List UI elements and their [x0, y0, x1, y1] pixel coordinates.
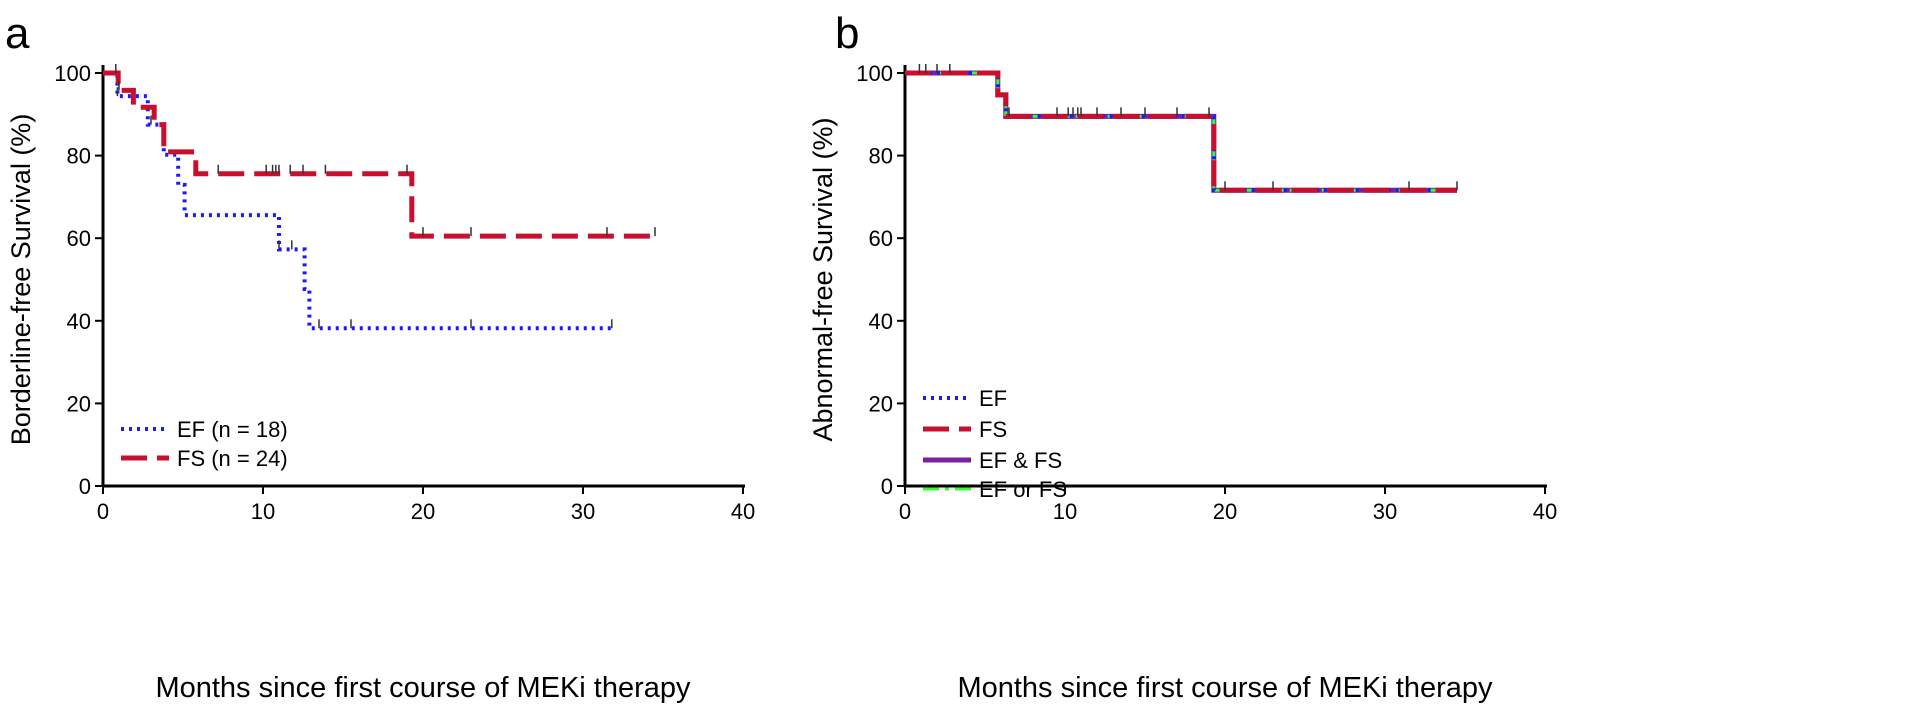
y-tick-label: 100	[54, 61, 91, 86]
legend-label: FS (n = 24)	[177, 446, 288, 471]
legend-label: EF	[979, 386, 1007, 411]
x-tick-label: 0	[97, 499, 109, 524]
y-axis-label: Borderline-free Survival (%)	[6, 114, 36, 446]
y-tick-label: 60	[869, 226, 893, 251]
panel-label: a	[5, 9, 30, 58]
panel-label: b	[835, 9, 859, 58]
legend-label: FS	[979, 417, 1007, 442]
x-tick-label: 0	[899, 499, 911, 524]
x-tick-label: 30	[571, 499, 595, 524]
x-tick-label: 40	[731, 499, 755, 524]
y-axis-label: Abnormal-free Survival (%)	[808, 117, 838, 441]
series-line-fs	[905, 70, 1457, 193]
x-tick-label: 20	[411, 499, 435, 524]
x-tick-label: 30	[1373, 499, 1397, 524]
y-tick-label: 80	[869, 144, 893, 169]
y-tick-label: 20	[67, 391, 91, 416]
y-tick-label: 0	[881, 474, 893, 499]
series-line-fs	[103, 70, 655, 239]
series-line-ef	[905, 71, 1457, 193]
series-line-ef-fs	[905, 70, 1457, 193]
panel-b: b 0 20 40 60 80 100 0 10 20 30 40 Months since first…	[808, 9, 1557, 704]
series-line-ef-or-fs	[905, 71, 1457, 192]
y-tick-label: 80	[67, 144, 91, 169]
legend-label: EF or FS	[979, 477, 1067, 502]
x-tick-label: 10	[1053, 499, 1077, 524]
x-tick-label: 10	[251, 499, 275, 524]
y-tick-label: 0	[79, 474, 91, 499]
legend-label: EF & FS	[979, 448, 1062, 473]
legend-label: EF (n = 18)	[177, 417, 288, 442]
x-tick-label: 40	[1533, 499, 1557, 524]
y-tick-label: 40	[869, 309, 893, 334]
x-tick-label: 20	[1213, 499, 1237, 524]
series-line-ef	[103, 71, 612, 331]
y-tick-label: 100	[856, 61, 893, 86]
y-tick-label: 60	[67, 226, 91, 251]
x-axis-label: Months since first course of MEKi therap…	[155, 672, 691, 704]
x-axis-label: Months since first course of MEKi therap…	[957, 672, 1493, 704]
y-tick-label: 20	[869, 391, 893, 416]
panel-a: a 0 20 40 60 80 100 0 10 20 30 40 Months since first…	[5, 9, 755, 704]
y-tick-label: 40	[67, 309, 91, 334]
